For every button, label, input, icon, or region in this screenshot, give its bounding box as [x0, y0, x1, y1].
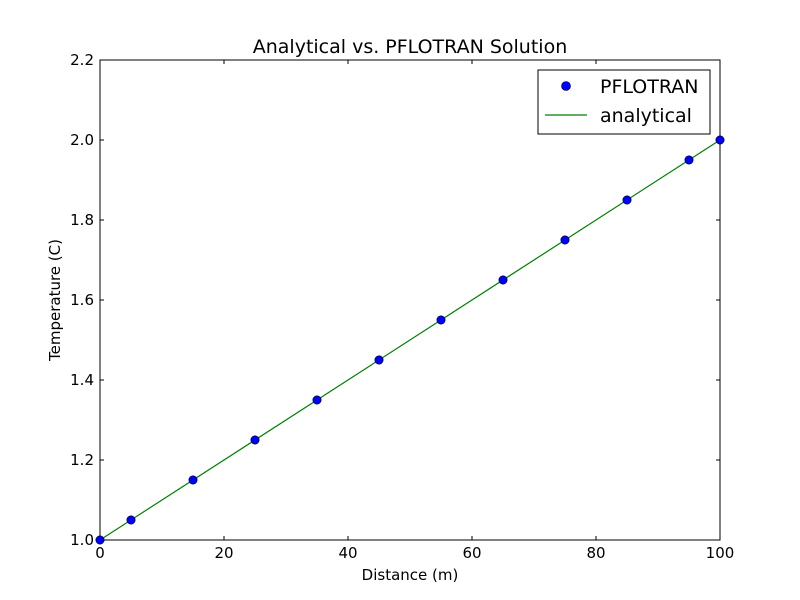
legend-label-analytical: analytical	[600, 105, 692, 127]
x-tick-label: 40	[338, 544, 357, 562]
x-tick-label: 0	[95, 544, 105, 562]
data-point-PFLOTRAN	[250, 435, 260, 445]
data-point-PFLOTRAN	[560, 235, 570, 245]
y-axis-label: Temperature (C)	[46, 239, 64, 362]
legend-label-pflotran: PFLOTRAN	[600, 76, 699, 98]
series-line-analytical	[99, 139, 721, 541]
legend-box	[537, 69, 711, 135]
axes-frame	[99, 59, 721, 541]
data-point-PFLOTRAN	[312, 395, 322, 405]
y-tick-label: 2.2	[70, 51, 94, 69]
x-tick-label: 20	[214, 544, 233, 562]
y-tick-label: 1.8	[70, 211, 94, 229]
y-tick-label: 1.2	[70, 451, 94, 469]
data-point-PFLOTRAN	[622, 195, 632, 205]
y-tick-label: 1.0	[70, 531, 94, 549]
data-point-PFLOTRAN	[374, 355, 384, 365]
x-tick-labels: 0 20 40 60 80 100	[95, 544, 734, 562]
x-axis-label: Distance (m)	[362, 566, 459, 584]
data-point-PFLOTRAN	[126, 515, 136, 525]
y-tick-label: 2.0	[70, 131, 94, 149]
legend: PFLOTRAN analytical	[537, 69, 711, 135]
data-point-PFLOTRAN	[498, 275, 508, 285]
y-tick-label: 1.6	[70, 291, 94, 309]
y-tick-labels: 1.0 1.2 1.4 1.6 1.8 2.0 2.2	[70, 51, 94, 549]
data-point-PFLOTRAN	[684, 155, 694, 165]
data-point-PFLOTRAN	[95, 535, 105, 545]
x-tick-label: 60	[462, 544, 481, 562]
x-tick-label: 100	[706, 544, 735, 562]
data-point-PFLOTRAN	[715, 135, 725, 145]
plot-area	[95, 59, 725, 545]
chart-title: Analytical vs. PFLOTRAN Solution	[253, 36, 568, 58]
legend-marker-pflotran	[561, 81, 571, 91]
data-point-PFLOTRAN	[436, 315, 446, 325]
y-tick-label: 1.4	[70, 371, 94, 389]
series-layer	[95, 135, 725, 545]
data-point-PFLOTRAN	[188, 475, 198, 485]
x-tick-label: 80	[586, 544, 605, 562]
